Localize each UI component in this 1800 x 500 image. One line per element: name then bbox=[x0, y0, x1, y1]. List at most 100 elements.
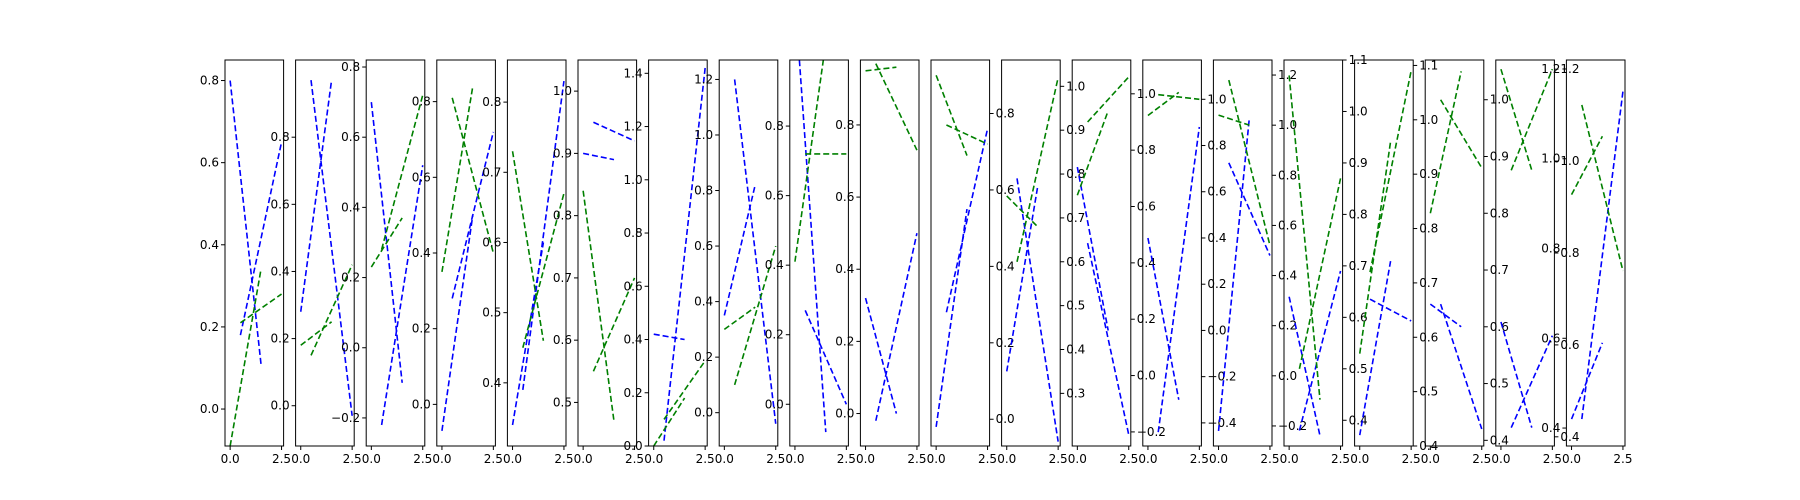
y-tick-label: 1.0 bbox=[624, 173, 643, 187]
subplot-15: 0.0 2.5−0.20.00.20.40.60.81.01.2 bbox=[1209, 59, 1307, 466]
x-tick-label: 0.0 bbox=[927, 452, 946, 466]
y-tick-label: 0.2 bbox=[412, 322, 431, 336]
y-tick-label: 0.6 bbox=[996, 183, 1015, 197]
y-tick-label: 0.4 bbox=[1207, 231, 1226, 245]
y-tick-label: 0.4 bbox=[624, 333, 643, 347]
x-tick-label: 2.5 bbox=[978, 452, 997, 466]
series-group bbox=[511, 80, 565, 426]
x-tick-label: 2.5 bbox=[1190, 452, 1209, 466]
y-tick-label: 0.5 bbox=[1349, 362, 1368, 376]
x-tick-label: 2.5 bbox=[837, 452, 856, 466]
blue-series-line bbox=[1429, 303, 1462, 328]
y-tick-label: 0.0 bbox=[694, 406, 713, 420]
green-series-line bbox=[1298, 178, 1342, 369]
axes-frame bbox=[789, 59, 849, 447]
blue-series-line bbox=[1005, 187, 1039, 372]
blue-series-line bbox=[380, 165, 424, 426]
y-tick-label: 0.0 bbox=[996, 412, 1015, 426]
x-tick-label: 2.5 bbox=[343, 452, 362, 466]
y-tick-label: 0.8 bbox=[412, 95, 431, 109]
y-tick-label: 1.0 bbox=[1560, 154, 1579, 168]
y-tick-label: 0.8 bbox=[1349, 207, 1368, 221]
x-tick-label: 2.5 bbox=[1613, 452, 1632, 466]
series-group bbox=[723, 79, 777, 424]
y-tick-label: 0.6 bbox=[1137, 200, 1156, 214]
green-series-line bbox=[663, 360, 706, 420]
subplot-9: 0.0 2.50.00.20.40.60.8 bbox=[765, 59, 856, 466]
y-tick-label: 0.4 bbox=[1278, 269, 1297, 283]
subplot-8: 0.0 2.50.00.20.40.60.81.01.2 bbox=[694, 59, 785, 466]
y-tick-label: 0.7 bbox=[1349, 259, 1368, 273]
axes-frame bbox=[1354, 59, 1414, 447]
x-tick-label: 2.5 bbox=[272, 452, 291, 466]
y-tick-label: 1.0 bbox=[1490, 93, 1509, 107]
y-tick-label: 0.8 bbox=[1207, 139, 1226, 153]
y-tick-label: 0.4 bbox=[1560, 430, 1579, 444]
y-tick-label: 1.0 bbox=[1419, 113, 1438, 127]
y-tick-label: 0.9 bbox=[1066, 123, 1085, 137]
series-group bbox=[1358, 70, 1412, 436]
y-tick-label: 0.7 bbox=[1419, 276, 1438, 290]
x-tick-label: 2.5 bbox=[1402, 452, 1421, 466]
y-tick-label: 1.0 bbox=[1278, 118, 1297, 132]
y-tick-label: 0.4 bbox=[694, 295, 713, 309]
y-tick-label: 0.6 bbox=[412, 170, 431, 184]
blue-series-line bbox=[1016, 178, 1059, 442]
blue-series-line bbox=[875, 232, 918, 421]
blue-series-line bbox=[1147, 237, 1180, 400]
y-tick-label: 0.6 bbox=[1419, 330, 1438, 344]
green-series-line bbox=[946, 124, 988, 145]
x-tick-label: 2.5 bbox=[696, 452, 715, 466]
green-series-line bbox=[441, 86, 474, 273]
blue-series-line bbox=[798, 60, 827, 433]
green-series-line bbox=[239, 293, 282, 324]
green-series-line bbox=[733, 245, 777, 386]
axes-frame bbox=[1001, 59, 1061, 447]
x-tick-label: 0.0 bbox=[1209, 452, 1228, 466]
green-series-line bbox=[1147, 91, 1180, 117]
y-tick-label: 0.9 bbox=[553, 146, 572, 160]
series-group bbox=[794, 60, 848, 433]
subplot-1: 0.0 2.5 0.0 0.2 0.4 0.6 0.8 bbox=[200, 59, 291, 466]
x-tick-label: 0.0 bbox=[362, 452, 381, 466]
y-tick-label: 0.2 bbox=[1137, 312, 1156, 326]
series-group bbox=[1217, 79, 1271, 432]
blue-series-line bbox=[1500, 321, 1533, 428]
y-tick-label: 1.2 bbox=[1560, 62, 1579, 76]
y-tick-label: 0.7 bbox=[553, 271, 572, 285]
blue-series-line bbox=[451, 131, 495, 299]
axes-frame bbox=[930, 59, 991, 447]
y-tick-label: 0.6 bbox=[341, 130, 360, 144]
x-tick-label: 2.5 bbox=[1543, 452, 1562, 466]
y-tick-label: 0.4 bbox=[341, 200, 360, 214]
y-tick-label: 1.0 bbox=[1349, 104, 1368, 118]
axes-frame bbox=[1424, 59, 1485, 447]
green-series-line bbox=[935, 75, 968, 156]
series-group bbox=[935, 75, 989, 428]
y-tick-label: 0.7 bbox=[1490, 263, 1509, 277]
green-series-line bbox=[1218, 114, 1250, 126]
x-tick-label: 0.0 bbox=[1491, 452, 1510, 466]
blue-series-line bbox=[1581, 91, 1624, 420]
blue-series-line bbox=[239, 141, 283, 336]
y-tick-label: 0.5 bbox=[482, 306, 501, 320]
green-series-line bbox=[1076, 110, 1109, 196]
y-tick-label: 0.8 bbox=[765, 119, 784, 133]
series-group bbox=[229, 80, 283, 446]
y-tick-label: 1.2 bbox=[1541, 62, 1560, 76]
y-tick-label: 0.8 bbox=[1066, 167, 1085, 181]
y-tick-label: 0.6 bbox=[271, 197, 290, 211]
subplot-10: 0.0 2.50.00.20.40.60.8 bbox=[835, 59, 926, 466]
y-tick-label: 1.0 bbox=[1541, 152, 1560, 166]
y-tick-label: 0.0 bbox=[1207, 323, 1226, 337]
x-tick-label: 0.0 bbox=[574, 452, 593, 466]
y-tick-label: 0.7 bbox=[1066, 211, 1085, 225]
series-group bbox=[441, 86, 495, 431]
green-series-line bbox=[1429, 71, 1462, 214]
y-tick-label: 1.2 bbox=[624, 120, 643, 134]
y-tick-label: 0.4 bbox=[1541, 421, 1560, 435]
axes-frame bbox=[1071, 59, 1132, 447]
green-series-line bbox=[1087, 76, 1130, 123]
green-series-line bbox=[794, 60, 825, 262]
